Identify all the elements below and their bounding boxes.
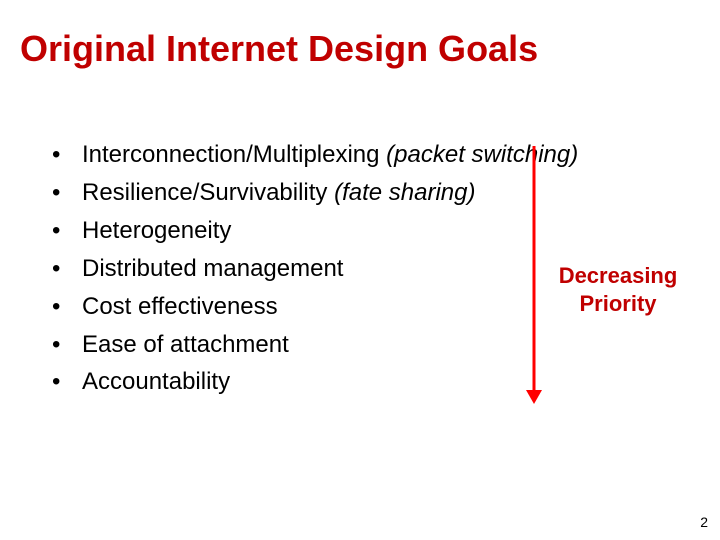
bullet-text: Resilience/Survivability (fate sharing) [82, 174, 476, 212]
list-item: • Resilience/Survivability (fate sharing… [52, 174, 578, 212]
bullet-dot-icon: • [52, 174, 82, 212]
bullet-italic: (fate sharing) [334, 179, 475, 206]
priority-arrow-icon [524, 146, 544, 404]
list-item: • Accountability [52, 363, 578, 401]
bullet-dot-icon: • [52, 326, 82, 364]
bullet-dot-icon: • [52, 288, 82, 326]
list-item: • Interconnection/Multiplexing (packet s… [52, 136, 578, 174]
bullet-text: Distributed management [82, 250, 343, 288]
bullet-plain: Resilience/Survivability [82, 179, 334, 206]
bullet-list: • Interconnection/Multiplexing (packet s… [52, 136, 578, 401]
bullet-plain: Cost effectiveness [82, 293, 278, 320]
bullet-dot-icon: • [52, 136, 82, 174]
priority-annotation: Decreasing Priority [548, 262, 688, 317]
bullet-plain: Distributed management [82, 255, 343, 282]
list-item: • Distributed management [52, 250, 578, 288]
list-item: • Heterogeneity [52, 212, 578, 250]
bullet-dot-icon: • [52, 363, 82, 401]
bullet-plain: Accountability [82, 368, 230, 395]
bullet-text: Ease of attachment [82, 326, 289, 364]
annotation-line1: Decreasing [559, 263, 678, 288]
bullet-dot-icon: • [52, 212, 82, 250]
bullet-italic: (packet switching) [386, 141, 578, 168]
annotation-line2: Priority [579, 291, 656, 316]
bullet-text: Interconnection/Multiplexing (packet swi… [82, 136, 578, 174]
list-item: • Cost effectiveness [52, 288, 578, 326]
bullet-plain: Ease of attachment [82, 331, 289, 358]
bullet-plain: Interconnection/Multiplexing [82, 141, 386, 168]
bullet-text: Accountability [82, 363, 230, 401]
bullet-plain: Heterogeneity [82, 217, 231, 244]
page-number: 2 [700, 514, 708, 530]
bullet-dot-icon: • [52, 250, 82, 288]
bullet-text: Cost effectiveness [82, 288, 278, 326]
list-item: • Ease of attachment [52, 326, 578, 364]
bullet-text: Heterogeneity [82, 212, 231, 250]
slide-title: Original Internet Design Goals [20, 28, 538, 70]
